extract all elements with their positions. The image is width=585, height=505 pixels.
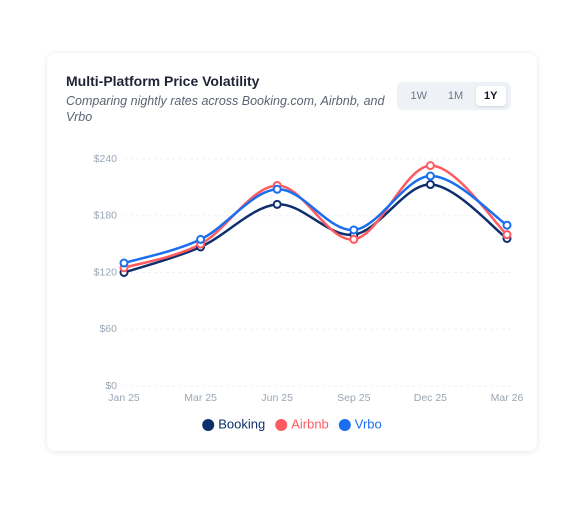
data-point xyxy=(119,258,129,268)
y-tick-label: $180 xyxy=(94,210,118,222)
y-tick-label: $120 xyxy=(94,266,118,278)
data-point xyxy=(502,230,512,240)
data-point xyxy=(425,171,435,181)
x-tick-label: Jun 25 xyxy=(261,392,293,404)
range-button[interactable]: 1M xyxy=(447,90,464,102)
chart-subtitle: Comparing nightly rates across Booking.c… xyxy=(66,94,385,124)
data-point xyxy=(349,225,359,235)
x-tick-label: Sep 25 xyxy=(337,392,370,404)
series-line xyxy=(123,183,508,274)
data-point xyxy=(272,199,282,209)
x-tick-label: Dec 25 xyxy=(414,392,447,404)
legend-label: Vrbo xyxy=(355,416,382,431)
x-tick-label: Mar 26 xyxy=(491,392,524,404)
data-point xyxy=(349,234,359,244)
chart-card: Multi-Platform Price Volatility Comparin… xyxy=(47,53,537,451)
y-tick-label: $0 xyxy=(105,380,117,392)
legend: Booking Airbnb Vrbo xyxy=(202,416,382,431)
range-selector: 1W 1M 1Y xyxy=(397,82,511,110)
legend-marker xyxy=(202,419,215,431)
data-point xyxy=(502,220,512,230)
data-point xyxy=(425,180,435,190)
range-button[interactable]: 1W xyxy=(410,90,427,102)
legend-label: Booking xyxy=(218,416,265,431)
range-button[interactable]: 1Y xyxy=(476,86,506,106)
x-tick-label: Mar 25 xyxy=(184,392,217,404)
legend-label: Airbnb xyxy=(291,416,329,431)
y-tick-label: $60 xyxy=(99,323,117,335)
legend-marker xyxy=(338,419,351,431)
data-point xyxy=(425,161,435,171)
x-tick-label: Jan 25 xyxy=(108,392,140,404)
y-tick-label: $240 xyxy=(94,153,118,165)
data-point xyxy=(196,234,206,244)
chart-title: Multi-Platform Price Volatility xyxy=(66,73,260,89)
data-point xyxy=(272,184,282,194)
legend-marker xyxy=(275,419,288,431)
